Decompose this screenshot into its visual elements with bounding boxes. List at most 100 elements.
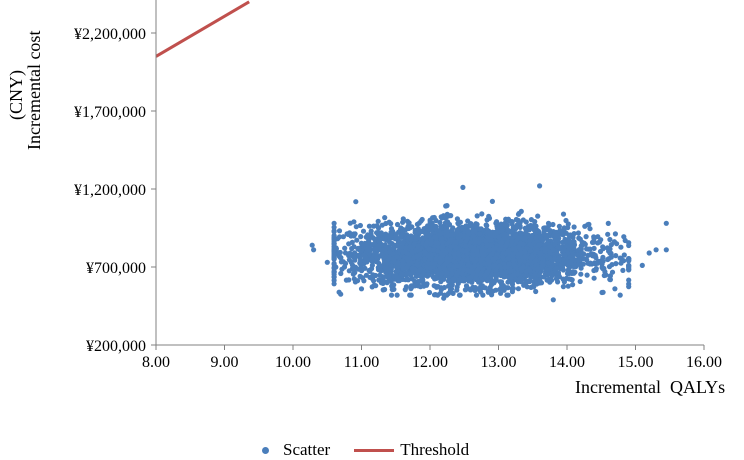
scatter-point xyxy=(473,292,480,298)
scatter-point xyxy=(490,263,496,269)
scatter-point xyxy=(402,227,408,233)
scatter-point xyxy=(617,292,623,298)
scatter-point xyxy=(336,250,342,256)
scatter-point xyxy=(331,254,337,260)
scatter-point xyxy=(356,247,362,253)
scatter-point xyxy=(421,280,427,286)
scatter-point xyxy=(563,217,569,224)
scatter-point xyxy=(509,238,515,244)
x-tick-label: 13.00 xyxy=(481,354,517,371)
y-tick-label: ¥200,000 xyxy=(86,338,146,355)
scatter-point xyxy=(427,217,433,223)
scatter-point xyxy=(556,274,563,280)
scatter-point xyxy=(339,266,345,272)
scatter-point xyxy=(427,256,433,262)
scatter-point xyxy=(547,244,554,250)
scatter-point xyxy=(437,219,443,226)
scatter-point xyxy=(605,231,611,237)
scatter-point xyxy=(448,237,454,243)
scatter-point xyxy=(344,231,350,237)
scatter-point xyxy=(390,286,396,292)
scatter-point xyxy=(527,241,533,247)
scatter-point xyxy=(504,292,510,298)
scatter-point xyxy=(613,253,619,259)
scatter-point xyxy=(337,234,343,240)
scatter-point xyxy=(536,242,542,248)
scatter-point xyxy=(527,267,533,274)
scatter-point xyxy=(538,255,544,261)
scatter-point xyxy=(403,245,409,251)
scatter-point xyxy=(427,265,434,271)
scatter-point xyxy=(395,261,401,267)
scatter-point xyxy=(528,222,534,229)
scatter-point xyxy=(331,281,337,287)
scatter-point xyxy=(601,272,607,279)
scatter-point xyxy=(342,245,348,251)
scatter-point xyxy=(565,225,571,231)
scatter-point xyxy=(550,297,556,303)
scatter-point xyxy=(454,263,460,269)
x-axis-title: Incremental QALYs xyxy=(575,377,726,397)
scatter-point xyxy=(499,254,506,260)
y-tick-label: ¥700,000 xyxy=(86,260,146,277)
scatter-point xyxy=(352,250,358,256)
scatter-point xyxy=(568,258,574,264)
scatter-point xyxy=(426,246,432,252)
scatter-point xyxy=(463,248,469,254)
scatter-point xyxy=(479,248,485,254)
scatter-point xyxy=(393,234,399,240)
scatter-point xyxy=(591,239,597,245)
scatter-point xyxy=(581,240,587,246)
scatter-point xyxy=(369,256,375,262)
scatter-point xyxy=(363,272,369,278)
scatter-point xyxy=(578,262,584,268)
scatter-point xyxy=(432,234,438,240)
scatter-point xyxy=(387,249,393,255)
y-tick-label: ¥2,200,000 xyxy=(74,26,146,43)
x-tick-label: 8.00 xyxy=(142,354,170,371)
scatter-point xyxy=(584,272,590,278)
scatter-point xyxy=(561,279,568,285)
scatter-point xyxy=(388,292,395,298)
scatter-point xyxy=(443,228,449,235)
scatter-point xyxy=(404,276,410,282)
scatter-point xyxy=(324,259,330,265)
scatter-point xyxy=(553,233,559,239)
scatter-point xyxy=(522,254,528,260)
x-tick-label: 9.00 xyxy=(211,354,239,371)
scatter-point xyxy=(564,270,571,277)
scatter-point xyxy=(611,239,618,245)
scatter-point xyxy=(368,232,374,238)
scatter-point xyxy=(483,222,489,228)
scatter-point xyxy=(372,237,378,243)
scatter-point xyxy=(566,276,572,282)
scatter-point xyxy=(542,225,548,231)
scatter-point xyxy=(518,250,525,256)
scatter-point xyxy=(550,221,556,228)
scatter-point xyxy=(561,258,568,264)
scatter-point xyxy=(609,262,615,268)
scatter-point xyxy=(501,270,507,277)
scatter-point xyxy=(430,247,436,253)
scatter-point xyxy=(404,255,410,261)
x-tick-label: 12.00 xyxy=(412,354,448,371)
scatter-point xyxy=(533,230,539,236)
scatter-point xyxy=(591,275,597,281)
scatter-point xyxy=(431,292,438,298)
scatter-point xyxy=(432,261,438,267)
scatter-point xyxy=(373,254,379,260)
scatter-point xyxy=(537,183,543,189)
scatter-point xyxy=(409,249,415,255)
scatter-point xyxy=(489,251,495,257)
legend-threshold-label: Threshold xyxy=(400,440,470,459)
scatter-point xyxy=(441,295,447,301)
scatter-point xyxy=(552,256,558,262)
scatter-point xyxy=(451,276,457,282)
scatter-point xyxy=(454,216,460,222)
scatter-point xyxy=(600,244,606,250)
scatter-point xyxy=(458,232,464,238)
scatter-point xyxy=(626,284,632,290)
scatter-point xyxy=(424,231,430,237)
scatter-point xyxy=(507,274,514,281)
scatter-point xyxy=(444,270,450,276)
